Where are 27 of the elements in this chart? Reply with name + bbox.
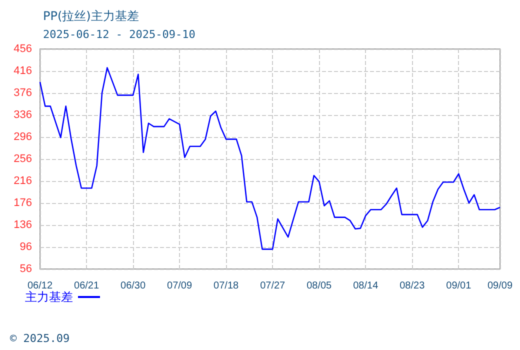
y-tick-label: 336 <box>14 109 32 121</box>
y-tick-label: 256 <box>14 153 32 165</box>
x-tick-label: 08/23 <box>400 280 426 292</box>
x-tick-label: 06/12 <box>27 280 53 292</box>
y-tick-label: 296 <box>14 131 32 143</box>
x-tick-label: 07/09 <box>167 280 192 292</box>
y-tick-label: 136 <box>14 219 32 231</box>
chart-title: PP(拉丝)主力基差 <box>43 9 139 23</box>
x-tick-label: 06/21 <box>74 280 100 292</box>
text: © 2025.09 <box>10 332 70 345</box>
x-tick-label: 08/05 <box>306 280 332 292</box>
x-tick-label: 07/27 <box>260 280 286 292</box>
y-tick-label: 416 <box>14 65 32 77</box>
line-series <box>39 67 501 250</box>
legend-label: 主力基差 <box>25 290 73 304</box>
x-tick-label: 09/09 <box>487 280 513 292</box>
x-tick-label: 09/01 <box>446 280 472 292</box>
x-tick-label: 06/30 <box>120 280 146 292</box>
y-tick-label: 376 <box>14 87 32 99</box>
y-tick-label: 176 <box>14 197 32 209</box>
y-tick-label: 216 <box>14 175 32 187</box>
y-tick-label: 56 <box>20 263 32 275</box>
x-tick-label: 08/14 <box>353 280 379 292</box>
y-tick-label: 96 <box>20 241 32 253</box>
chart-subtitle: 2025-06-12 - 2025-09-10 <box>43 28 196 41</box>
x-tick-label: 07/18 <box>214 280 240 292</box>
y-tick-label: 456 <box>14 43 32 55</box>
